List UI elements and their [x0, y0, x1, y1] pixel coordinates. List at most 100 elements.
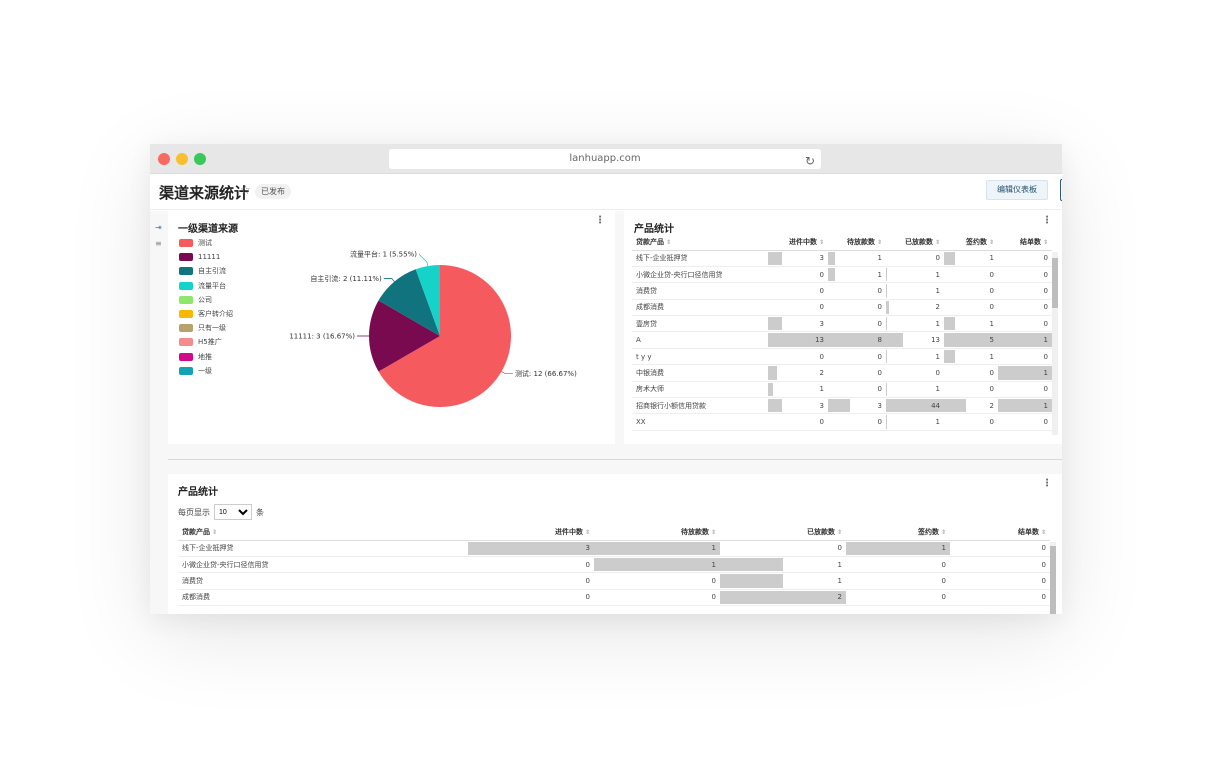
- cell-value: 消费贷: [636, 286, 657, 295]
- data-bar: [886, 317, 888, 331]
- data-bar: [944, 399, 966, 413]
- sort-icon[interactable]: ⇕: [212, 528, 218, 536]
- more-button-edge[interactable]: [1060, 179, 1062, 201]
- value-cell: 0: [998, 413, 1052, 431]
- value-cell: 1: [594, 540, 720, 557]
- legend-label: 一级: [198, 366, 212, 375]
- legend-item[interactable]: 地推: [179, 350, 233, 364]
- legend-item[interactable]: H5推广: [179, 335, 233, 349]
- column-header[interactable]: 进件中数 ⇕: [468, 524, 594, 541]
- value-cell: 1: [944, 315, 998, 333]
- table-row[interactable]: 招商银行小额信用贷款 3 3 44 2 1: [632, 397, 1052, 415]
- cell-value: 1: [935, 385, 940, 394]
- value-cell: 0: [828, 413, 886, 431]
- column-header[interactable]: 已放款数 ⇕: [886, 234, 944, 251]
- table-row[interactable]: 成都消费 0 0 2 0 0: [632, 299, 1052, 317]
- star-icon[interactable]: ☆: [240, 183, 251, 197]
- table-row[interactable]: A 13 8 13 5 1: [632, 331, 1052, 349]
- product-card-2-menu-icon[interactable]: ⋮: [1042, 478, 1052, 489]
- table-row[interactable]: 线下-企业抵押贷 3 1 0 1 0: [632, 250, 1052, 267]
- sort-icon[interactable]: ⇕: [666, 238, 672, 246]
- table-row[interactable]: t y y 0 0 1 1 0: [632, 348, 1052, 366]
- product-table-scrollbar[interactable]: [1052, 252, 1058, 435]
- column-header[interactable]: 进件中数 ⇕: [768, 234, 828, 251]
- cell-value: 1: [1043, 401, 1048, 410]
- table-row[interactable]: 房术大师 1 0 1 0 0: [632, 381, 1052, 399]
- product-table-2-scrollbar[interactable]: [1050, 542, 1056, 614]
- table-row[interactable]: 线下-企业抵押贷 3 1 0 1 0: [178, 540, 1050, 557]
- value-cell: 0: [828, 381, 886, 399]
- table-row[interactable]: 消费贷 0 0 1 0 0: [178, 572, 1050, 590]
- sort-icon[interactable]: ⇕: [876, 238, 882, 246]
- address-bar[interactable]: lanhuapp.com ↻: [389, 149, 821, 169]
- column-header[interactable]: 贷款产品 ⇕: [178, 524, 468, 541]
- column-header-label: 贷款产品: [636, 237, 664, 246]
- table-row[interactable]: 消费贷 0 0 1 0 0: [632, 282, 1052, 300]
- legend-label: 流量平台: [198, 281, 226, 290]
- edit-dashboard-button[interactable]: 编辑仪表板: [986, 180, 1048, 200]
- legend-item[interactable]: 自主引流: [179, 264, 233, 278]
- column-header[interactable]: 结单数 ⇕: [998, 234, 1052, 251]
- sort-icon[interactable]: ⇕: [1042, 238, 1048, 246]
- sort-icon[interactable]: ⇕: [1040, 528, 1046, 536]
- legend-item[interactable]: 只有一级: [179, 321, 233, 335]
- value-cell: 0: [768, 266, 828, 284]
- sort-icon[interactable]: ⇕: [584, 528, 590, 536]
- legend-item[interactable]: 11111: [179, 250, 233, 264]
- legend-item[interactable]: 一级: [179, 364, 233, 378]
- pie-slice[interactable]: [378, 265, 511, 407]
- table-row[interactable]: 壹房贷 3 0 1 1 0: [632, 315, 1052, 333]
- table-row[interactable]: XX 0 0 1 0 0: [632, 413, 1052, 431]
- sort-icon[interactable]: ⇕: [934, 238, 940, 246]
- column-header[interactable]: 已放款数 ⇕: [720, 524, 846, 541]
- legend-item[interactable]: 客户转介绍: [179, 307, 233, 321]
- pie-slice[interactable]: [378, 269, 440, 336]
- column-header[interactable]: 签约数 ⇕: [846, 524, 950, 541]
- product-card-menu-icon[interactable]: ⋮: [1042, 215, 1052, 226]
- cell-value: 3: [819, 319, 824, 328]
- table-row[interactable]: 小微企业贷-央行口径信用贷 0 1 1 0 0: [178, 556, 1050, 574]
- page-size-select[interactable]: 10: [214, 504, 252, 520]
- product-table: 贷款产品 ⇕ 进件中数 ⇕ 待放款数 ⇕ 已放款数 ⇕ 签约数 ⇕ 结单数 ⇕ 线下-企业抵押贷 3 1 0 1…: [632, 234, 1052, 431]
- legend-item[interactable]: 公司: [179, 293, 233, 307]
- value-cell: 1: [998, 331, 1052, 349]
- pie-slice[interactable]: [369, 300, 440, 372]
- column-header[interactable]: 签约数 ⇕: [944, 234, 998, 251]
- table-row[interactable]: 成都消费 0 0 2 0 0: [178, 589, 1050, 607]
- legend-item[interactable]: 测试: [179, 236, 233, 250]
- product-card-2-title: 产品统计: [178, 487, 218, 498]
- column-header[interactable]: 贷款产品 ⇕: [632, 234, 768, 251]
- cell-value: 小微企业贷-央行口径信用贷: [182, 560, 269, 569]
- maximize-window-button[interactable]: [194, 153, 206, 165]
- cell-value: 0: [819, 303, 824, 312]
- pie-slice[interactable]: [415, 265, 440, 336]
- column-header[interactable]: 待放款数 ⇕: [828, 234, 886, 251]
- sort-icon[interactable]: ⇕: [836, 528, 842, 536]
- close-window-button[interactable]: [158, 153, 170, 165]
- table-row[interactable]: 中银消费 2 0 0 0 1: [632, 364, 1052, 382]
- product-name-cell: 房术大师: [632, 381, 768, 399]
- data-bar: [886, 399, 944, 413]
- minimize-window-button[interactable]: [176, 153, 188, 165]
- sort-icon[interactable]: ⇕: [710, 528, 716, 536]
- product-table-2-wrap: 贷款产品 ⇕ 进件中数 ⇕ 待放款数 ⇕ 已放款数 ⇕ 签约数 ⇕ 结单数 ⇕ 线下-企业抵押贷 3 1 0 1…: [178, 524, 1050, 607]
- column-header-label: 已放款数: [904, 237, 933, 246]
- scrollbar-thumb[interactable]: [1052, 258, 1058, 308]
- column-header[interactable]: 待放款数 ⇕: [594, 524, 720, 541]
- cell-value: 0: [877, 286, 882, 295]
- filter-icon[interactable]: ≡: [155, 239, 162, 248]
- data-bar: [944, 349, 955, 364]
- expand-icon[interactable]: ⇥: [155, 223, 162, 232]
- pie-label: 11111: 3 (16.67%): [289, 333, 355, 341]
- sort-icon[interactable]: ⇕: [988, 238, 994, 246]
- column-header[interactable]: 结单数 ⇕: [950, 524, 1050, 541]
- legend-item[interactable]: 流量平台: [179, 279, 233, 293]
- sort-icon[interactable]: ⇕: [818, 238, 824, 246]
- legend-swatch: [179, 267, 193, 276]
- scrollbar-thumb-2[interactable]: [1050, 546, 1056, 614]
- value-cell: 0: [768, 348, 828, 366]
- sort-icon[interactable]: ⇕: [940, 528, 946, 536]
- reload-icon[interactable]: ↻: [804, 154, 815, 168]
- pie-card-menu-icon[interactable]: ⋮: [595, 215, 605, 226]
- table-row[interactable]: 小微企业贷-央行口径信用贷 0 1 1 0 0: [632, 266, 1052, 284]
